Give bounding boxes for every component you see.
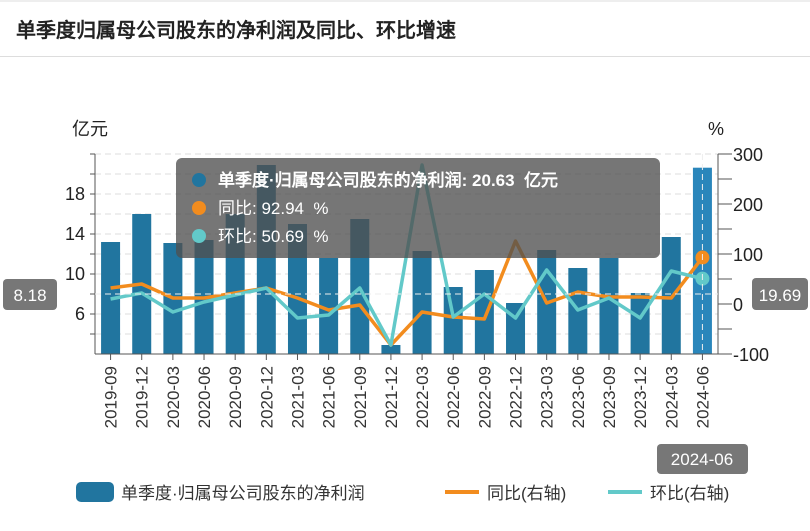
left-tick-label: 6: [75, 304, 85, 324]
x-tick-label: 2020-03: [164, 366, 183, 428]
crosshair-right-label-bg: [752, 278, 808, 310]
right-tick-label: -100: [733, 345, 769, 365]
x-tick-label: 2022-03: [413, 366, 432, 428]
bar: [319, 258, 339, 354]
crosshair-left-label-bg: [3, 279, 57, 310]
right-tick-label: 300: [733, 145, 763, 165]
x-tick-label: 2022-12: [507, 366, 526, 428]
x-tick-label: 2023-06: [569, 366, 588, 428]
x-tick-label: 2021-06: [320, 366, 339, 428]
right-tick-label: 100: [733, 245, 763, 265]
bar: [599, 258, 619, 354]
x-tick-label: 2024-06: [693, 366, 712, 428]
tooltip-line: 同比: 92.94 %: [218, 199, 329, 218]
x-tick-label: 2021-03: [288, 366, 307, 428]
x-tick-label: 2021-12: [382, 366, 401, 428]
crosshair: 8.18 19.69 2024-06: [3, 154, 808, 474]
x-tick-label: 2022-06: [444, 366, 463, 428]
x-tick-label: 2022-09: [475, 366, 494, 428]
legend-label-bar: 单季度·归属母公司股东的净利润: [121, 484, 365, 503]
x-tick-label: 2020-09: [226, 366, 245, 428]
left-axis-label: 亿元: [72, 119, 108, 139]
tooltip-marker: [192, 201, 206, 215]
left-tick-label: 14: [65, 224, 85, 244]
x-tick-labels: 2019-09 2019-12 2020-03 2020-06 2020-09 2020-…: [102, 354, 712, 428]
bar: [630, 293, 650, 354]
title-divider: [0, 56, 810, 57]
legend: 单季度·归属母公司股东的净利润 同比(右轴) 环比(右轴): [76, 482, 729, 503]
x-tick-label: 2023-09: [600, 366, 619, 428]
left-tick-label: 10: [65, 264, 85, 284]
tooltip-line: 单季度·归属母公司股东的净利润: 20.63 亿元: [218, 170, 558, 190]
bar: [443, 287, 463, 354]
legend-label-yoy: 同比(右轴): [487, 484, 566, 503]
x-tick-label: 2019-09: [102, 366, 121, 428]
crosshair-right-label: 19.69: [759, 286, 802, 305]
bar: [412, 251, 432, 354]
bar: [381, 345, 401, 354]
crosshair-x-label: 2024-06: [671, 450, 733, 469]
x-tick-label: 2024-03: [662, 366, 681, 428]
x-tick-label: 2019-12: [133, 366, 152, 428]
x-tick-label: 2023-12: [631, 366, 650, 428]
axes: 6 10 14 18 -100 0 100 200 300: [65, 145, 769, 365]
legend-swatch-bar: [76, 482, 114, 502]
tooltip-box: [176, 158, 660, 258]
crosshair-left-label: 8.18: [13, 286, 46, 305]
x-tick-label: 2020-12: [257, 366, 276, 428]
crosshair-x-label-bg: [657, 444, 748, 474]
yoy-line: [110, 239, 704, 347]
right-tick-label: 0: [733, 295, 743, 315]
tooltip-marker: [192, 229, 206, 243]
tooltip-marker: [192, 173, 206, 187]
x-tick-label: 2021-09: [351, 366, 370, 428]
x-tick-label: 2020-06: [195, 366, 214, 428]
legend-label-qoq: 环比(右轴): [650, 484, 729, 503]
bar: [474, 270, 494, 354]
x-tick-label: 2023-03: [538, 366, 557, 428]
right-tick-label: 200: [733, 195, 763, 215]
right-axis-label: %: [708, 119, 724, 139]
tooltip-line: 环比: 50.69 %: [218, 227, 329, 246]
left-tick-label: 18: [65, 184, 85, 204]
top-border: [0, 0, 810, 2]
chart-title: 单季度归属母公司股东的净利润及同比、环比增速: [16, 20, 456, 42]
